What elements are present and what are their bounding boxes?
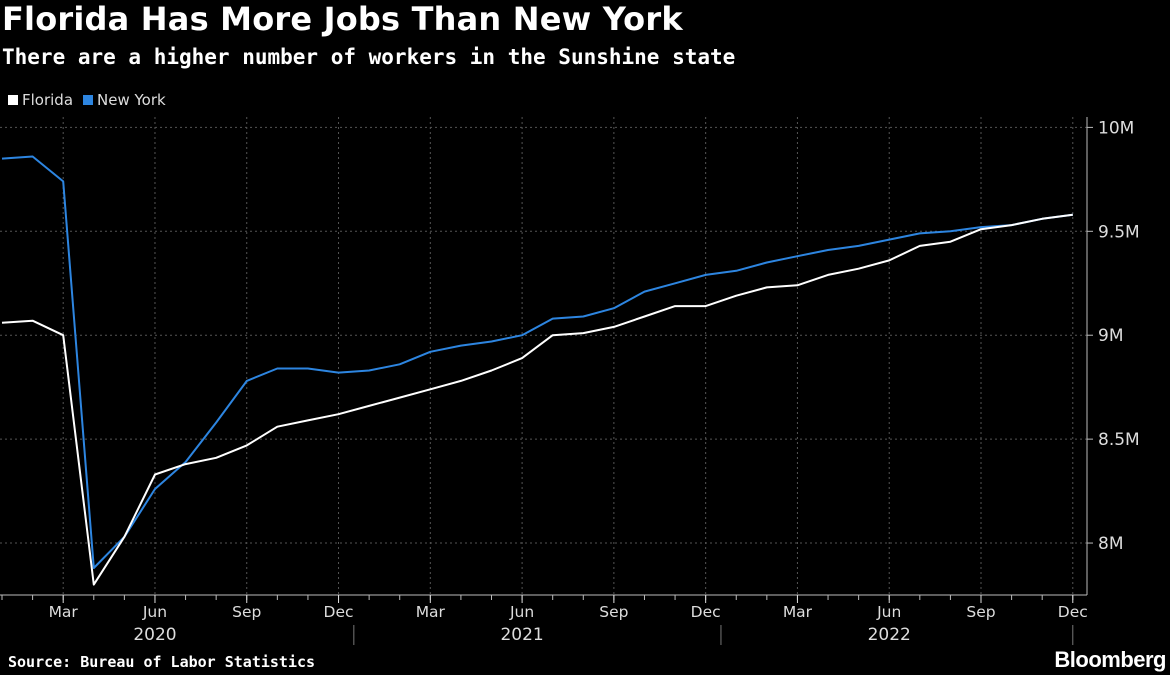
chart-title: Florida Has More Jobs Than New York xyxy=(2,0,683,38)
year-label: 2021 xyxy=(500,625,543,645)
x-tick-label: Mar xyxy=(49,603,79,621)
chart-subtitle: There are a higher number of workers in … xyxy=(2,45,736,69)
year-label: 2022 xyxy=(868,625,911,645)
y-tick-label: 9.5M xyxy=(1098,222,1140,242)
legend-label-florida: Florida xyxy=(22,91,74,109)
x-tick-label: Mar xyxy=(783,603,813,621)
legend-swatch-new-york xyxy=(83,95,94,105)
legend: Florida New York xyxy=(8,91,166,109)
y-tick-label: 10M xyxy=(1098,118,1134,138)
x-tick-label: Jun xyxy=(142,603,167,621)
x-tick-label: Mar xyxy=(416,603,446,621)
x-tick-label: Dec xyxy=(1058,603,1088,621)
x-tick-label: Dec xyxy=(691,603,721,621)
year-label: 2020 xyxy=(133,625,176,645)
source-note: Source: Bureau of Labor Statistics xyxy=(8,653,316,671)
x-tick-label: Sep xyxy=(966,603,995,621)
x-tick-label: Sep xyxy=(232,603,261,621)
x-tick-label: Jun xyxy=(509,603,534,621)
bloomberg-logo: Bloomberg xyxy=(1054,647,1166,672)
legend-swatch-florida xyxy=(8,95,18,105)
y-tick-label: 8M xyxy=(1098,534,1123,554)
y-tick-label: 8.5M xyxy=(1098,430,1140,450)
legend-label-new-york: New York xyxy=(97,91,166,109)
x-tick-label: Dec xyxy=(324,603,354,621)
series-line-florida xyxy=(1,213,1073,586)
y-tick-label: 9M xyxy=(1098,326,1123,346)
x-tick-label: Sep xyxy=(599,603,628,621)
x-tick-label: Jun xyxy=(876,603,901,621)
legend-item-new-york: New York xyxy=(83,91,166,109)
series-line-new-york xyxy=(1,155,1073,569)
legend-item-florida: Florida xyxy=(8,91,73,109)
